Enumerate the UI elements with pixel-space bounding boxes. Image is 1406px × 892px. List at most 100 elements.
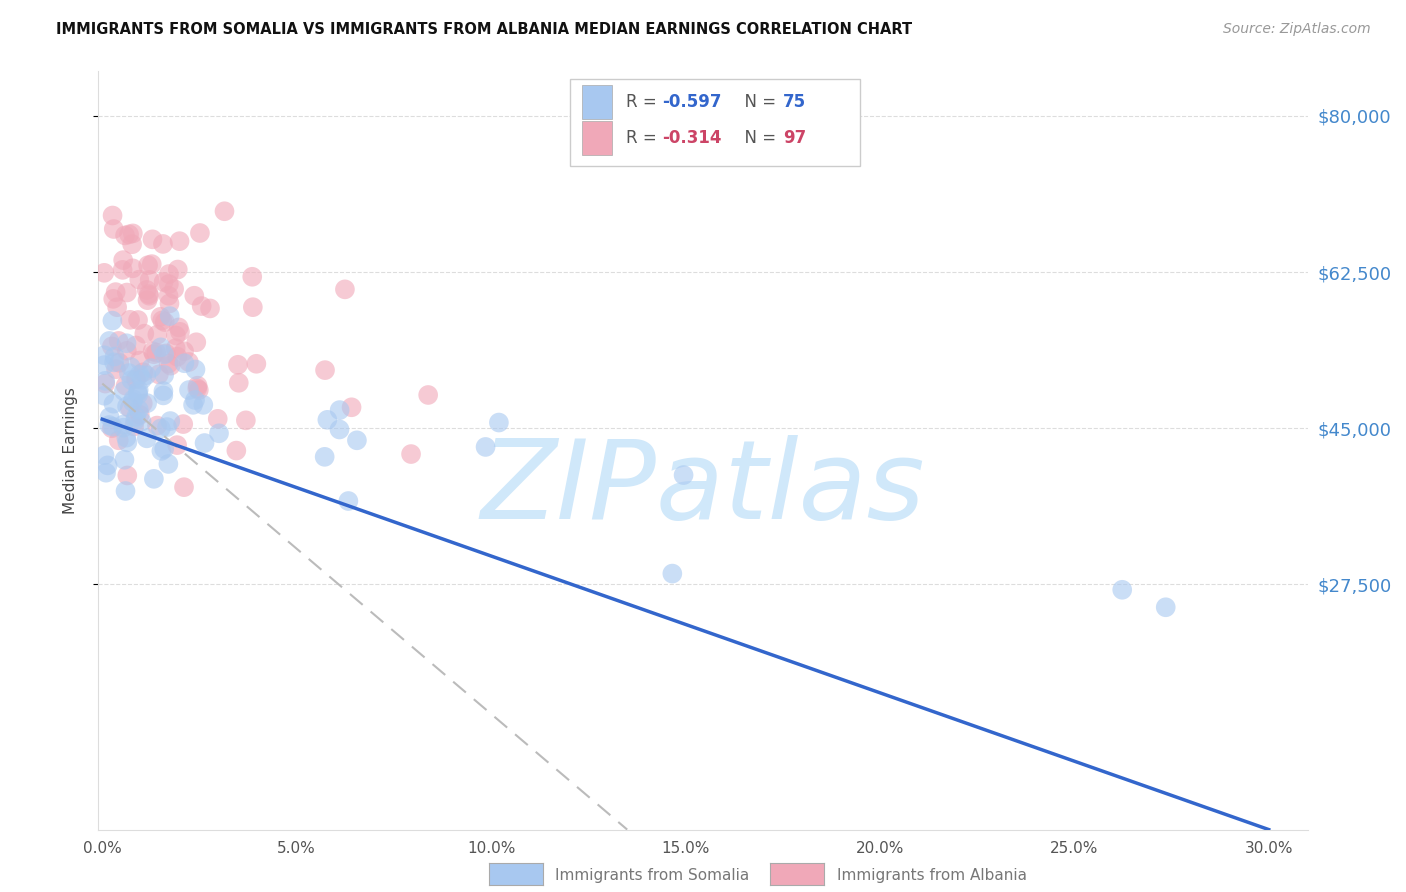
Point bbox=[152, 384, 174, 398]
Point bbox=[187, 378, 209, 392]
Point bbox=[166, 438, 188, 452]
Point bbox=[93, 389, 115, 403]
Point bbox=[225, 443, 247, 458]
Point bbox=[186, 335, 208, 350]
Text: N =: N = bbox=[734, 94, 782, 112]
Point bbox=[159, 359, 181, 373]
Point bbox=[157, 457, 180, 471]
Text: Immigrants from Albania: Immigrants from Albania bbox=[837, 869, 1026, 883]
Point bbox=[198, 301, 221, 316]
Point bbox=[105, 362, 128, 376]
Point bbox=[152, 236, 174, 251]
Point bbox=[340, 401, 363, 415]
Point bbox=[157, 289, 180, 303]
Point bbox=[114, 228, 136, 243]
Point bbox=[150, 313, 173, 327]
Point bbox=[173, 356, 195, 370]
Point bbox=[105, 300, 128, 314]
Point bbox=[148, 368, 170, 382]
Point bbox=[103, 355, 125, 369]
Text: Source: ZipAtlas.com: Source: ZipAtlas.com bbox=[1223, 22, 1371, 37]
Point bbox=[103, 292, 125, 306]
Point bbox=[97, 458, 120, 473]
Point bbox=[101, 209, 124, 223]
Point bbox=[112, 253, 135, 268]
Point bbox=[156, 420, 179, 434]
Point bbox=[136, 293, 159, 308]
Point bbox=[165, 328, 187, 343]
Point bbox=[115, 343, 138, 358]
Point bbox=[188, 226, 211, 240]
Point bbox=[166, 262, 188, 277]
Point bbox=[108, 356, 131, 370]
Point bbox=[418, 388, 440, 402]
Point bbox=[138, 287, 160, 301]
Point bbox=[128, 368, 150, 382]
Point bbox=[173, 480, 195, 494]
Point bbox=[136, 258, 159, 272]
Point bbox=[135, 431, 157, 445]
Point bbox=[112, 384, 135, 398]
Point bbox=[346, 434, 368, 448]
Point bbox=[135, 283, 157, 297]
Point bbox=[184, 392, 207, 407]
Point bbox=[153, 315, 176, 329]
Point bbox=[240, 269, 263, 284]
Point bbox=[112, 420, 135, 434]
Point bbox=[314, 363, 336, 377]
Point bbox=[104, 285, 127, 299]
Point bbox=[166, 350, 188, 364]
Point bbox=[128, 383, 150, 397]
Point bbox=[101, 421, 124, 435]
Point bbox=[183, 289, 205, 303]
Point bbox=[107, 334, 129, 348]
Point bbox=[316, 413, 339, 427]
Point bbox=[142, 347, 165, 361]
Point bbox=[146, 418, 169, 433]
Point bbox=[94, 374, 117, 388]
Point bbox=[333, 282, 356, 296]
Text: Immigrants from Somalia: Immigrants from Somalia bbox=[555, 869, 749, 883]
Point bbox=[337, 494, 360, 508]
Point bbox=[193, 436, 215, 450]
Point bbox=[120, 313, 142, 327]
Point bbox=[193, 398, 215, 412]
Point bbox=[115, 399, 138, 413]
Point bbox=[93, 266, 115, 280]
Point bbox=[1111, 582, 1133, 597]
Point bbox=[117, 468, 139, 483]
Point bbox=[118, 227, 141, 242]
Point bbox=[121, 261, 143, 276]
Point bbox=[98, 410, 121, 425]
Point bbox=[159, 296, 181, 310]
Point bbox=[159, 414, 181, 428]
Point bbox=[93, 448, 115, 462]
Point bbox=[153, 347, 176, 361]
Point bbox=[235, 413, 257, 427]
Point bbox=[141, 232, 163, 246]
Point bbox=[149, 340, 172, 354]
Point bbox=[94, 376, 117, 391]
Point bbox=[1154, 600, 1177, 615]
Text: IMMIGRANTS FROM SOMALIA VS IMMIGRANTS FROM ALBANIA MEDIAN EARNINGS CORRELATION C: IMMIGRANTS FROM SOMALIA VS IMMIGRANTS FR… bbox=[56, 22, 912, 37]
Point bbox=[128, 402, 150, 417]
Point bbox=[122, 392, 145, 407]
Point bbox=[149, 421, 172, 435]
Point bbox=[488, 416, 510, 430]
Point bbox=[131, 415, 153, 429]
Point bbox=[128, 272, 150, 286]
Point bbox=[474, 440, 496, 454]
Point bbox=[187, 383, 209, 397]
Point bbox=[142, 344, 165, 359]
Point bbox=[115, 431, 138, 445]
Point bbox=[172, 417, 194, 431]
Point bbox=[186, 381, 208, 395]
Point bbox=[155, 346, 177, 360]
Point bbox=[157, 277, 180, 292]
FancyBboxPatch shape bbox=[582, 85, 613, 120]
Point bbox=[93, 348, 115, 362]
Point bbox=[135, 368, 157, 383]
Text: N =: N = bbox=[734, 129, 782, 147]
Point bbox=[190, 299, 212, 313]
Text: -0.314: -0.314 bbox=[662, 129, 721, 147]
